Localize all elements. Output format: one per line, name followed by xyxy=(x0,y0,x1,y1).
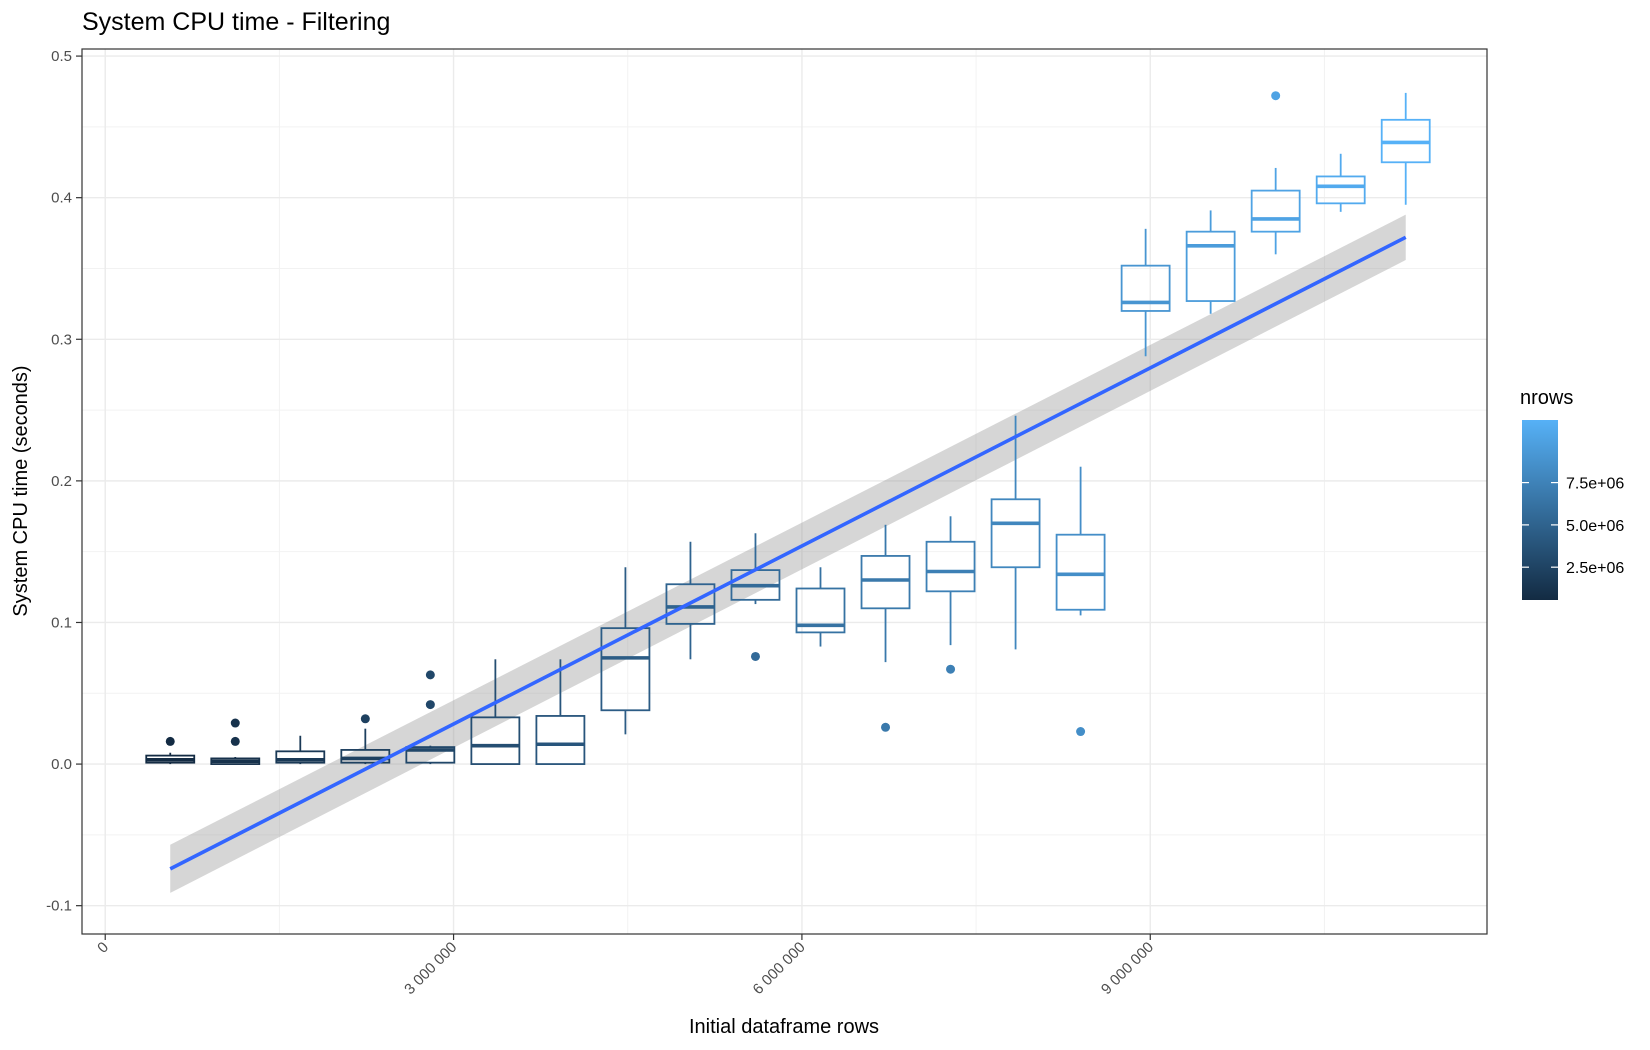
boxplot xyxy=(600,567,651,735)
y-tick-label: 0.5 xyxy=(51,48,72,65)
box-iqr xyxy=(1250,189,1301,233)
legend: nrows 2.5e+06 5.0e+06 7.5e+06 xyxy=(1520,387,1624,600)
boxplot xyxy=(990,415,1041,650)
plot-border xyxy=(81,48,1488,935)
box-iqr xyxy=(600,627,651,712)
x-axis-title: Initial dataframe rows xyxy=(689,1016,879,1038)
box-iqr xyxy=(665,583,716,625)
y-tick-label: 0.4 xyxy=(51,190,72,207)
box-iqr xyxy=(405,746,456,764)
outlier-point xyxy=(1271,91,1281,101)
legend-tick-label: 7.5e+06 xyxy=(1566,476,1624,493)
box-iqr xyxy=(1185,230,1236,302)
legend-ticks: 2.5e+06 5.0e+06 7.5e+06 xyxy=(1522,476,1624,577)
box-iqr xyxy=(535,715,586,765)
y-tick-label: 0.2 xyxy=(51,473,72,490)
legend-tick-label: 5.0e+06 xyxy=(1566,518,1624,535)
outlier-point xyxy=(881,722,891,732)
outlier-point xyxy=(425,700,435,710)
boxplot xyxy=(795,567,846,647)
box-iqr xyxy=(925,540,976,593)
outlier-point xyxy=(750,651,760,661)
legend-colorbar xyxy=(1522,420,1558,600)
boxplot xyxy=(1315,153,1366,212)
box-iqr xyxy=(470,716,521,765)
boxplots xyxy=(145,91,1431,765)
box-iqr xyxy=(1120,264,1171,312)
boxplot xyxy=(145,736,196,765)
boxplot xyxy=(925,516,976,674)
legend-tick-label: 2.5e+06 xyxy=(1566,560,1624,577)
outlier-point xyxy=(946,664,956,674)
y-axis: -0.1 0.0 0.1 0.2 0.3 0.4 0.5 xyxy=(46,48,82,915)
grid-major xyxy=(82,49,1487,934)
legend-title: nrows xyxy=(1520,387,1573,409)
trend-line-layer xyxy=(169,235,1407,871)
boxplot xyxy=(1055,466,1106,737)
y-tick-label: 0.0 xyxy=(51,756,72,773)
outlier-point xyxy=(230,736,240,746)
boxplot xyxy=(1120,228,1171,357)
y-tick-label: 0.1 xyxy=(51,614,72,631)
chart-title: System CPU time - Filtering xyxy=(82,8,390,36)
box-iqr xyxy=(1055,533,1106,611)
outlier-point xyxy=(230,718,240,728)
box-iqr xyxy=(275,750,326,764)
outlier-point xyxy=(1076,727,1086,737)
outlier-point xyxy=(360,714,370,724)
y-tick-label: 0.3 xyxy=(51,331,72,348)
boxplot xyxy=(1380,92,1431,205)
boxplot xyxy=(405,670,456,765)
boxplot xyxy=(210,718,261,765)
box-iqr xyxy=(860,555,911,610)
outlier-point xyxy=(165,736,175,746)
boxplot xyxy=(1250,91,1301,255)
boxplot xyxy=(470,659,521,765)
box-iqr xyxy=(990,498,1041,569)
box-iqr xyxy=(795,587,846,634)
boxplot xyxy=(1185,210,1236,314)
y-tick-label: -0.1 xyxy=(46,898,72,915)
boxplot xyxy=(275,735,326,765)
plot-panel xyxy=(82,49,1487,934)
outlier-point xyxy=(425,670,435,680)
trend-line xyxy=(169,235,1407,871)
boxplot xyxy=(665,541,716,660)
y-axis-title: System CPU time (seconds) xyxy=(10,365,32,616)
boxplot xyxy=(860,524,911,732)
box-iqr xyxy=(1315,175,1366,205)
grid-minor xyxy=(82,49,1487,934)
